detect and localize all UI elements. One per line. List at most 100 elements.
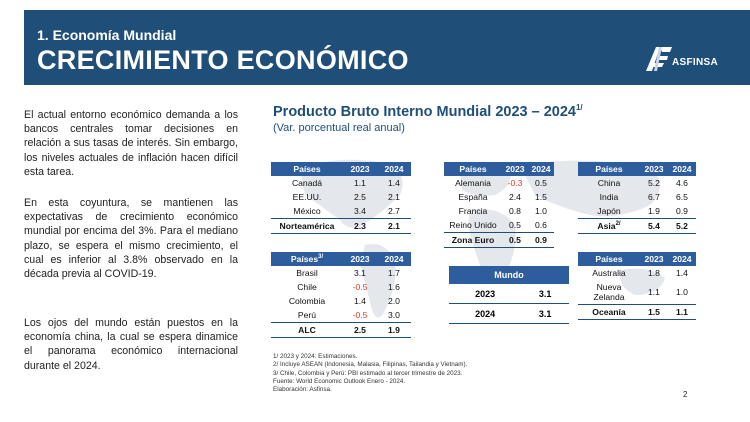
table-total-row: Zona Euro 0.5 0.9 <box>444 232 554 248</box>
cell: 0.9 <box>676 206 688 216</box>
cell: 2.4 <box>509 192 521 202</box>
cell: 1.5 <box>535 192 547 202</box>
logo-text: ASFINSA <box>672 57 718 68</box>
page-number: 2 <box>683 390 688 399</box>
table-europa: Países 2023 2024 Alemania -0.3 0.5 Españ… <box>444 162 554 248</box>
table-row: Australia 1.8 1.4 <box>578 266 696 280</box>
cell: 5.2 <box>668 218 696 234</box>
cell: 4.6 <box>676 178 688 188</box>
cell: Zona Euro <box>444 232 502 248</box>
cell: 3.1 <box>521 303 569 324</box>
cell: Asia2/ <box>578 218 640 234</box>
asfinsa-logo: ASFINSA <box>646 44 736 74</box>
cell: Canadá <box>291 178 323 188</box>
cell: 2.1 <box>388 192 400 202</box>
cell: Alemania <box>455 178 491 188</box>
chart-title-text: Producto Bruto Interno Mundial 2023 – 20… <box>273 103 576 120</box>
cell: Australia <box>592 268 626 278</box>
table-row: México 3.4 2.7 <box>271 204 411 219</box>
table-row: Colombia 1.4 2.0 <box>271 294 411 308</box>
cell: Japón <box>597 206 621 216</box>
cell: 3.1 <box>354 268 366 278</box>
table-row: India 6.7 6.5 <box>578 190 696 204</box>
table-row: Francia 0.8 1.0 <box>444 204 554 218</box>
table-row: España 2.4 1.5 <box>444 190 554 204</box>
cell: -0.3 <box>507 178 523 188</box>
col-header: Mundo <box>449 266 569 284</box>
cell: 1.4 <box>354 296 366 306</box>
author-note: Elaboración: Asfinsa. <box>273 386 332 394</box>
cell: 5.4 <box>640 218 668 234</box>
cell: 2.5 <box>354 192 366 202</box>
cell: 2.1 <box>377 218 411 234</box>
cell: 1.8 <box>648 268 660 278</box>
cell: Oceanía <box>578 304 640 320</box>
cell: -0.5 <box>352 310 368 320</box>
cell: ALC <box>271 322 343 338</box>
col-header: 2024 <box>377 162 411 176</box>
cell: Francia <box>458 206 488 216</box>
cell: 1.7 <box>388 268 400 278</box>
cell: 2.3 <box>343 218 377 234</box>
chart-title: Producto Bruto Interno Mundial 2023 – 20… <box>273 103 583 120</box>
cell: España <box>458 192 488 202</box>
cell: 5.2 <box>648 178 660 188</box>
col-header: Países <box>578 252 640 266</box>
col-header: 2023 <box>343 252 377 266</box>
col-header: Países <box>578 162 640 176</box>
cell: 1.5 <box>640 304 668 320</box>
cell: México <box>293 206 321 216</box>
section-label: 1. Economía Mundial <box>37 27 177 43</box>
cell: Colombia <box>288 296 326 306</box>
cell: Brasil <box>296 268 318 278</box>
cell: 2024 <box>449 303 522 324</box>
cell: 2.5 <box>343 322 377 338</box>
table-asia: Países 2023 2024 China 5.2 4.6 India 6.7… <box>578 162 696 234</box>
col-header: 2023 <box>343 162 377 176</box>
table-row: China 5.2 4.6 <box>578 176 696 190</box>
col-header: 2024 <box>528 162 554 176</box>
cell: 3.4 <box>354 206 366 216</box>
cell: 1.1 <box>648 287 660 297</box>
header-band: 1. Economía Mundial CRECIMIENTO ECONÓMIC… <box>24 10 750 85</box>
footnotes: 1/ 2023 y 2024: Estimaciones. 2/ Incluye… <box>273 353 467 394</box>
cell: 0.9 <box>528 232 554 248</box>
chart-subtitle: (Var. porcentual real anual) <box>273 122 405 134</box>
asfinsa-logo-icon <box>646 47 672 71</box>
table-total-row: ALC 2.5 1.9 <box>271 322 411 338</box>
table-row: Canadá 1.1 1.4 <box>271 176 411 190</box>
cell: Reino Unido <box>449 220 497 230</box>
cell: 1.1 <box>354 178 366 188</box>
cell: Norteamérica <box>271 218 343 234</box>
footnote-marker: 2/ <box>615 221 621 228</box>
cell: 1.9 <box>648 206 660 216</box>
col-header: 2023 <box>640 252 668 266</box>
cell: Perú <box>297 310 317 320</box>
page-title: CRECIMIENTO ECONÓMICO <box>37 45 409 75</box>
cell: -0.5 <box>352 282 368 292</box>
table-norteamerica: Países 2023 2024 Canadá 1.1 1.4 EE.UU. 2… <box>271 162 411 234</box>
table-row: Reino Unido 0.5 0.6 <box>444 218 554 233</box>
source-note: Fuente: World Economic Outlook Enero - 2… <box>273 377 406 385</box>
cell: 1.1 <box>668 304 696 320</box>
col-header: 2023 <box>502 162 528 176</box>
col-header: 2024 <box>377 252 411 266</box>
cell: 2.0 <box>388 296 400 306</box>
col-header: Países3/ <box>271 252 343 266</box>
cell: 3.0 <box>388 310 400 320</box>
cell: Chile <box>297 282 317 292</box>
table-row: Chile -0.5 1.6 <box>271 280 411 294</box>
paragraph-3: Los ojos del mundo están puestos en la e… <box>24 317 238 372</box>
cell: 0.8 <box>509 206 521 216</box>
table-row: EE.UU. 2.5 2.1 <box>271 190 411 204</box>
footnote: 3/ Chile, Colombia y Perú: PBI estimado … <box>273 369 463 377</box>
cell: EE.UU. <box>292 192 322 202</box>
col-header-text: Países <box>290 254 319 264</box>
cell: 3.1 <box>521 284 569 304</box>
paragraph-1: El actual entorno económico demanda a lo… <box>24 109 238 178</box>
table-alc: Países3/ 2023 2024 Brasil 3.1 1.7 Chile … <box>271 252 411 338</box>
table-row: Nueva Zelanda 1.1 1.0 <box>578 280 696 305</box>
table-oceania: Países 2023 2024 Australia 1.8 1.4 Nueva… <box>578 252 696 320</box>
col-header: 2024 <box>668 252 696 266</box>
